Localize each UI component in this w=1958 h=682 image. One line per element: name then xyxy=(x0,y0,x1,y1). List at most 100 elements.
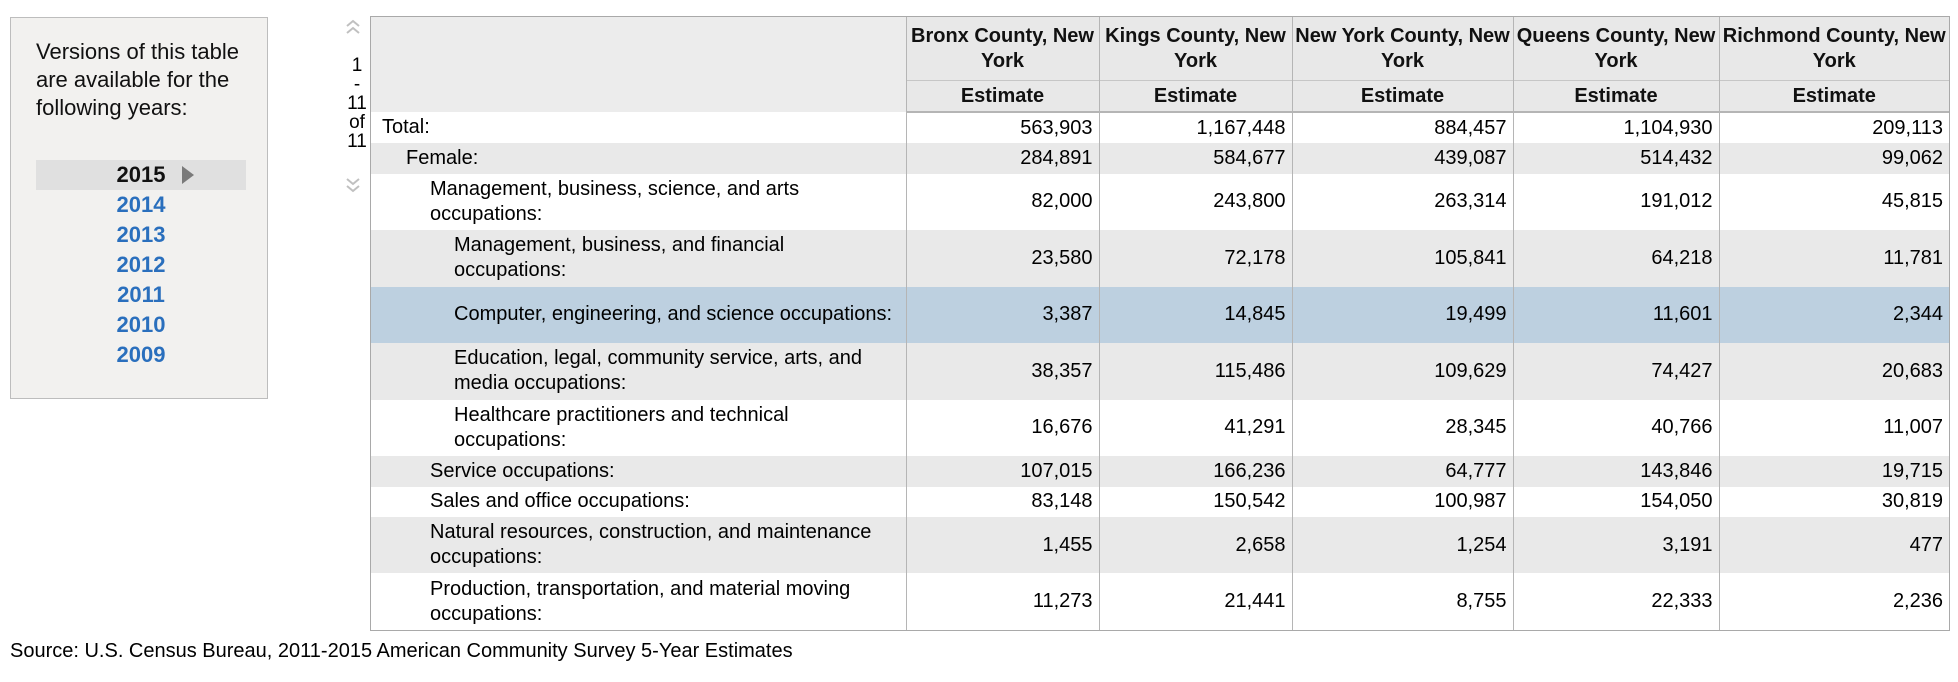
versions-heading: Versions of this table are available for… xyxy=(36,39,240,120)
version-2013[interactable]: 2013 xyxy=(116,222,166,247)
cell-estimate: 11,781 xyxy=(1719,230,1949,287)
cell-estimate: 22,333 xyxy=(1513,573,1720,630)
cell-estimate: 100,987 xyxy=(1292,486,1514,517)
row-label: Service occupations: xyxy=(371,456,907,487)
cell-estimate: 884,457 xyxy=(1292,112,1514,144)
header-corner xyxy=(371,17,907,112)
table-row: Total: 563,903 1,167,448 884,457 1,104,930 20… xyxy=(371,112,1949,144)
cell-estimate: 11,007 xyxy=(1719,399,1949,457)
cell-estimate: 45,815 xyxy=(1719,173,1949,231)
version-2009[interactable]: 2009 xyxy=(116,342,166,367)
cell-estimate: 563,903 xyxy=(906,112,1100,144)
pager-current: 11 xyxy=(347,93,367,114)
header-row-county: Bronx County, New York Kings County, New… xyxy=(371,17,1949,112)
header-county: Kings County, New York xyxy=(1099,17,1293,81)
version-2014[interactable]: 2014 xyxy=(116,192,166,217)
occupation-table: Bronx County, New York Kings County, New… xyxy=(371,17,1949,630)
row-label: Management, business, science, and arts … xyxy=(371,173,907,231)
cell-estimate: 166,236 xyxy=(1099,456,1293,487)
cell-estimate: 14,845 xyxy=(1099,286,1293,344)
table-row: Female: 284,891 584,677 439,087 514,432 99,06… xyxy=(371,143,1949,174)
cell-estimate: 1,455 xyxy=(906,516,1100,574)
version-2012[interactable]: 2012 xyxy=(116,252,166,277)
cell-estimate: 40,766 xyxy=(1513,399,1720,457)
cell-estimate: 99,062 xyxy=(1719,143,1949,174)
versions-panel: Versions of this table are available for… xyxy=(10,17,268,399)
table-row: Management, business, and financial occu… xyxy=(371,230,1949,287)
cell-estimate: 584,677 xyxy=(1099,143,1293,174)
header-measure: Estimate xyxy=(1719,80,1949,113)
table-row: Production, transportation, and material… xyxy=(371,573,1949,630)
table-row: Management, business, science, and arts … xyxy=(371,173,1949,231)
cell-estimate: 28,345 xyxy=(1292,399,1514,457)
cell-estimate: 209,113 xyxy=(1719,112,1949,144)
cell-estimate: 150,542 xyxy=(1099,486,1293,517)
cell-estimate: 72,178 xyxy=(1099,230,1293,287)
cell-estimate: 2,344 xyxy=(1719,286,1949,344)
cell-estimate: 2,658 xyxy=(1099,516,1293,574)
row-label: Computer, engineering, and science occup… xyxy=(371,286,907,344)
double-chevron-up-icon[interactable] xyxy=(344,18,362,36)
cell-estimate: 109,629 xyxy=(1292,343,1514,400)
table-row: Healthcare practitioners and technical o… xyxy=(371,399,1949,457)
row-label: Female: xyxy=(371,143,907,174)
cell-estimate: 1,254 xyxy=(1292,516,1514,574)
cell-estimate: 30,819 xyxy=(1719,486,1949,517)
cell-estimate: 514,432 xyxy=(1513,143,1720,174)
cell-estimate: 1,104,930 xyxy=(1513,112,1720,144)
version-2011[interactable]: 2011 xyxy=(117,282,165,307)
cell-estimate: 64,218 xyxy=(1513,230,1720,287)
header-county: Queens County, New York xyxy=(1513,17,1720,81)
cell-estimate: 11,273 xyxy=(906,573,1100,630)
cell-estimate: 8,755 xyxy=(1292,573,1514,630)
row-label: Production, transportation, and material… xyxy=(371,573,907,630)
source-note: Source: U.S. Census Bureau, 2011-2015 Am… xyxy=(10,640,793,662)
table-row: Service occupations: 107,015 166,236 64,777… xyxy=(371,456,1949,487)
cell-estimate: 74,427 xyxy=(1513,343,1720,400)
cell-estimate: 191,012 xyxy=(1513,173,1720,231)
row-label: Healthcare practitioners and technical o… xyxy=(371,399,907,457)
row-label: Natural resources, construction, and mai… xyxy=(371,516,907,574)
row-label: Sales and office occupations: xyxy=(371,486,907,517)
cell-estimate: 115,486 xyxy=(1099,343,1293,400)
double-chevron-down-icon[interactable] xyxy=(344,176,362,194)
cell-estimate: 64,777 xyxy=(1292,456,1514,487)
cell-estimate: 83,148 xyxy=(906,486,1100,517)
triangle-right-icon xyxy=(182,166,194,184)
header-measure: Estimate xyxy=(906,80,1100,113)
cell-estimate: 154,050 xyxy=(1513,486,1720,517)
cell-estimate: 1,167,448 xyxy=(1099,112,1293,144)
cell-estimate: 23,580 xyxy=(906,230,1100,287)
header-county: Richmond County, New York xyxy=(1719,17,1949,81)
table-row: Natural resources, construction, and mai… xyxy=(371,516,1949,574)
cell-estimate: 3,387 xyxy=(906,286,1100,344)
cell-estimate: 284,891 xyxy=(906,143,1100,174)
cell-estimate: 21,441 xyxy=(1099,573,1293,630)
cell-estimate: 3,191 xyxy=(1513,516,1720,574)
cell-estimate: 20,683 xyxy=(1719,343,1949,400)
table-row: Education, legal, community service, art… xyxy=(371,343,1949,400)
cell-estimate: 439,087 xyxy=(1292,143,1514,174)
header-measure: Estimate xyxy=(1513,80,1720,113)
header-measure: Estimate xyxy=(1099,80,1293,113)
cell-estimate: 263,314 xyxy=(1292,173,1514,231)
header-county: New York County, New York xyxy=(1292,17,1514,81)
cell-estimate: 105,841 xyxy=(1292,230,1514,287)
table-row: Sales and office occupations: 83,148 150,5… xyxy=(371,486,1949,517)
pager-of: of xyxy=(349,112,365,133)
cell-estimate: 143,846 xyxy=(1513,456,1720,487)
cell-estimate: 19,715 xyxy=(1719,456,1949,487)
table-row: Computer, engineering, and science occup… xyxy=(371,286,1949,344)
version-2015[interactable]: 2015 xyxy=(36,160,246,190)
row-label: Total: xyxy=(371,112,907,144)
version-list: 2015 2014 2013 2012 2011 2010 2009 xyxy=(36,160,246,370)
cell-estimate: 19,499 xyxy=(1292,286,1514,344)
cell-estimate: 16,676 xyxy=(906,399,1100,457)
header-row-measure: Estimate Estimate Estimate Estimate Esti… xyxy=(371,80,1949,113)
cell-estimate: 41,291 xyxy=(1099,399,1293,457)
cell-estimate: 11,601 xyxy=(1513,286,1720,344)
version-2010[interactable]: 2010 xyxy=(116,312,166,337)
cell-estimate: 243,800 xyxy=(1099,173,1293,231)
version-label: 2015 xyxy=(116,162,166,187)
table-body: Total: 563,903 1,167,448 884,457 1,104,930 20… xyxy=(371,112,1949,630)
